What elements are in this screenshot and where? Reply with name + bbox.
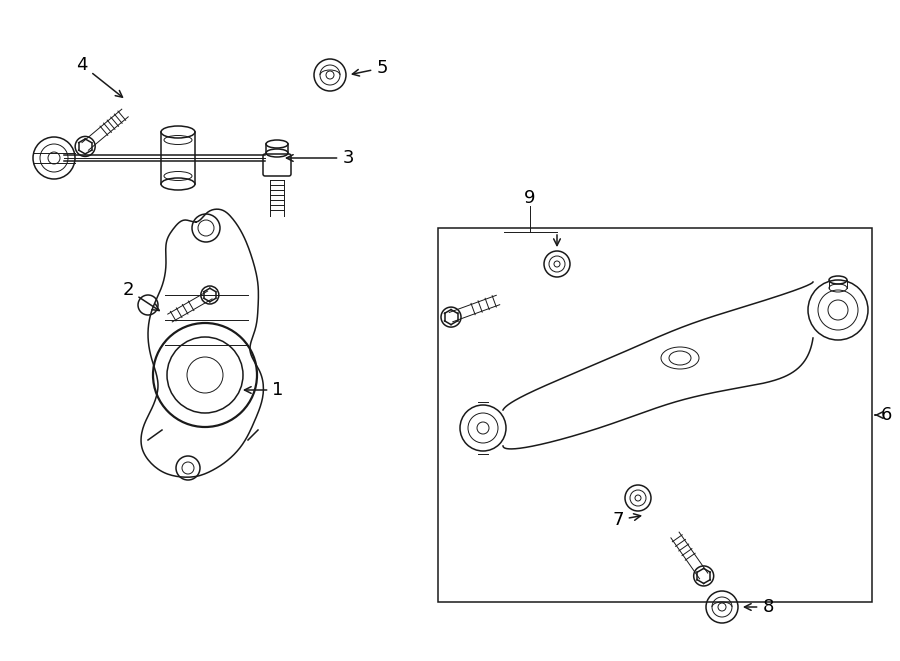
Bar bbox=[438, 228, 872, 602]
Text: 9: 9 bbox=[524, 189, 536, 207]
Text: 4: 4 bbox=[76, 56, 122, 97]
Text: 3: 3 bbox=[286, 149, 354, 167]
Text: 1: 1 bbox=[245, 381, 284, 399]
Text: 7: 7 bbox=[612, 511, 641, 529]
Text: 2: 2 bbox=[122, 281, 159, 311]
Text: 6: 6 bbox=[881, 406, 893, 424]
Text: 8: 8 bbox=[744, 598, 774, 616]
Text: 5: 5 bbox=[353, 59, 388, 77]
